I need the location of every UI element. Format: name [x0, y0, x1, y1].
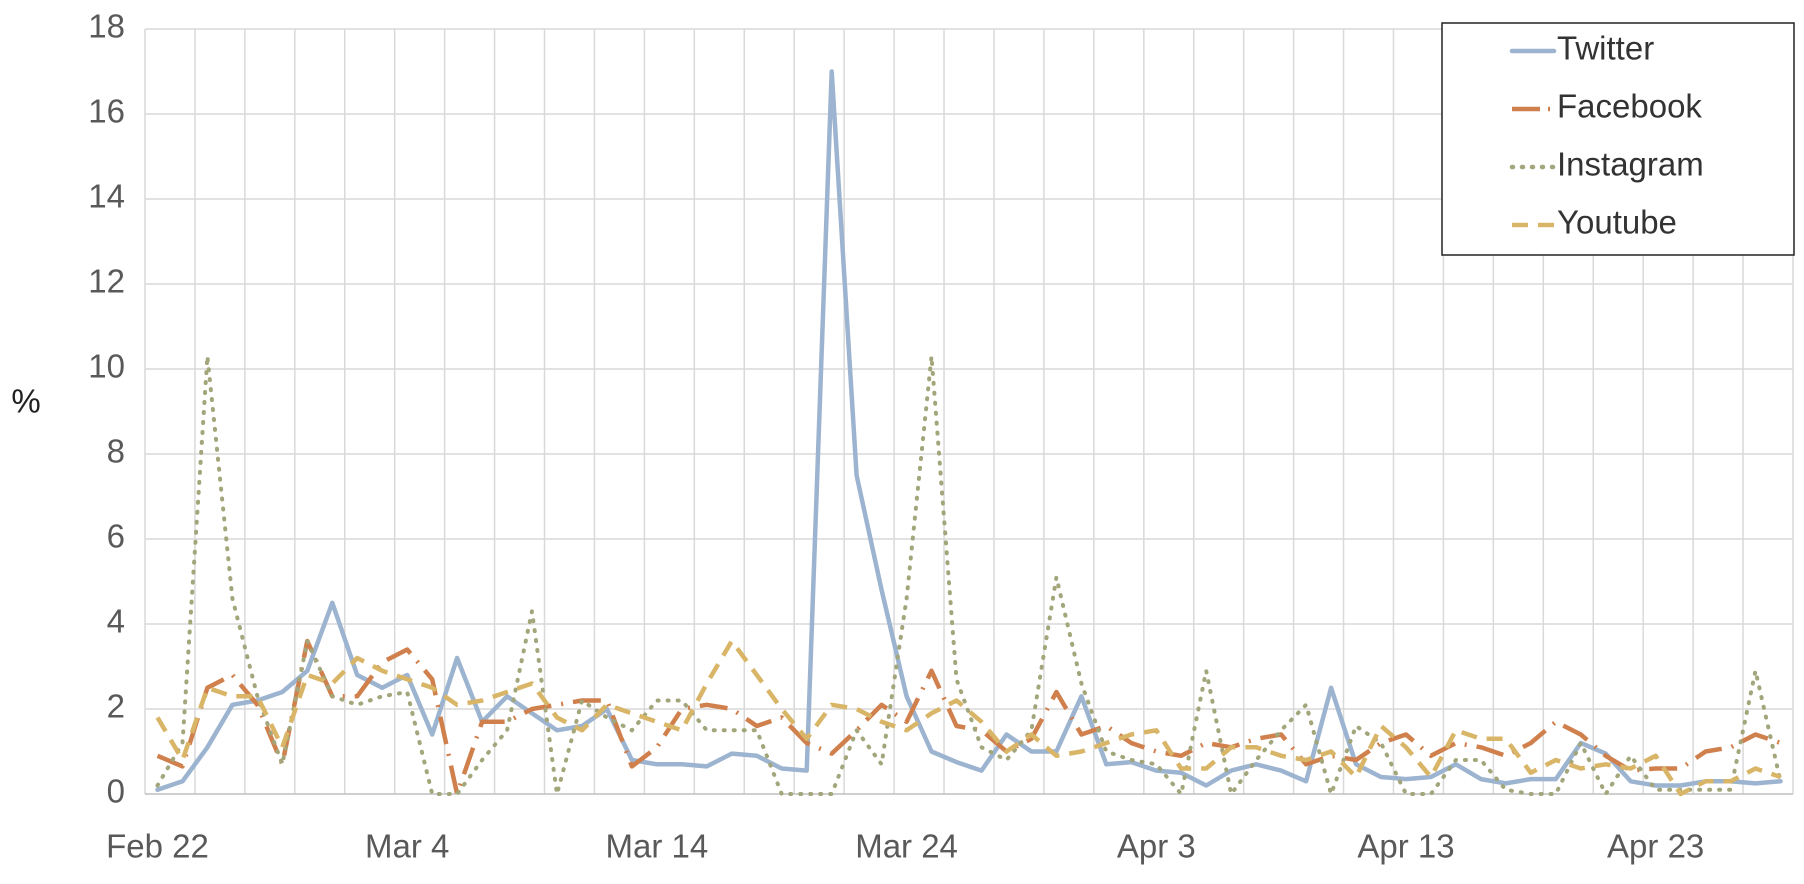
- y-tick-label: 14: [88, 178, 125, 215]
- x-tick-label: Mar 24: [855, 828, 958, 865]
- legend-label: Twitter: [1557, 30, 1654, 67]
- y-tick-label: 18: [88, 8, 125, 45]
- series-line: [155, 638, 1782, 797]
- series-line: [155, 69, 1783, 793]
- series-line: [156, 638, 1782, 797]
- legend: Twitter Facebook Instagram Youtube: [1441, 22, 1795, 256]
- legend-box: [1441, 22, 1795, 256]
- x-tick-label: Mar 4: [365, 828, 449, 865]
- x-tick-label: Mar 14: [606, 828, 709, 865]
- y-tick-label: 6: [107, 518, 125, 555]
- x-tick-label: Feb 22: [106, 828, 209, 865]
- y-tick-label: 8: [107, 433, 125, 470]
- y-tick-label: 10: [88, 348, 125, 385]
- x-tick-label: Apr 3: [1117, 828, 1196, 865]
- series-line: [155, 354, 1783, 796]
- legend-label: Instagram: [1557, 146, 1704, 183]
- y-axis-label: %: [11, 383, 40, 420]
- legend-label: Facebook: [1557, 88, 1702, 125]
- y-tick-label: 0: [107, 773, 125, 810]
- x-tick-label: Apr 23: [1607, 828, 1704, 865]
- y-tick-label: 16: [88, 93, 125, 130]
- y-tick-label: 2: [107, 688, 125, 725]
- y-tick-label: 4: [107, 603, 125, 640]
- x-tick-label: Apr 13: [1357, 828, 1454, 865]
- legend-label: Youtube: [1557, 204, 1677, 241]
- y-tick-label: 12: [88, 263, 125, 300]
